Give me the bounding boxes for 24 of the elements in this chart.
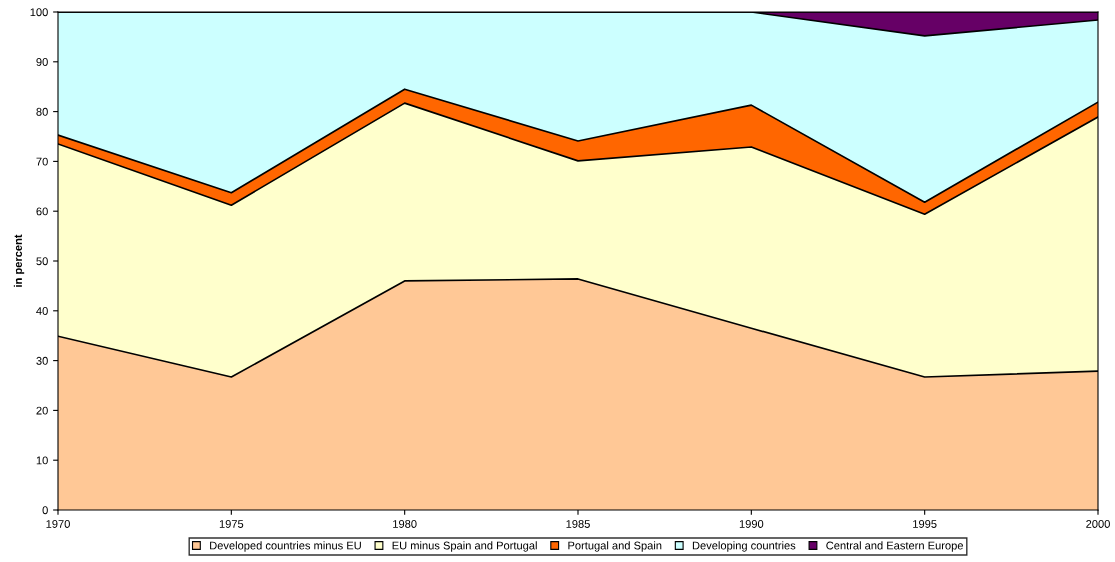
x-tick-label: 1995 — [913, 520, 937, 528]
x-tick-label: 1975 — [219, 520, 244, 528]
legend-label: Central and Eastern Europe — [826, 541, 963, 552]
y-tick-label: 10 — [36, 456, 48, 465]
x-tick-label: 1980 — [393, 520, 417, 528]
legend-label: Developed countries minus EU — [210, 541, 361, 552]
y-tick-label: 40 — [36, 307, 48, 315]
x-tick-label: 1985 — [566, 520, 590, 528]
y-tick-label: 90 — [36, 58, 48, 66]
x-tick-label: 1970 — [46, 520, 70, 528]
y-tick-label: 100 — [30, 8, 48, 17]
y-tick-label: 20 — [36, 406, 48, 415]
y-tick-label: 50 — [36, 257, 48, 266]
legend-label: EU minus Spain and Portugal — [392, 541, 537, 552]
y-tick-label: 80 — [36, 107, 48, 116]
y-tick-label: 70 — [36, 157, 48, 166]
legend-label: Developing countries — [692, 541, 796, 552]
legend-label: Portugal and Spain — [568, 541, 662, 552]
x-tick-label: 1990 — [739, 520, 764, 528]
y-tick-label: 30 — [36, 356, 48, 365]
y-tick-label: 60 — [36, 207, 48, 216]
x-tick-label: 2000 — [1086, 520, 1110, 528]
y-axis-title: in percent — [13, 234, 25, 287]
y-tick-label: 0 — [42, 506, 48, 515]
